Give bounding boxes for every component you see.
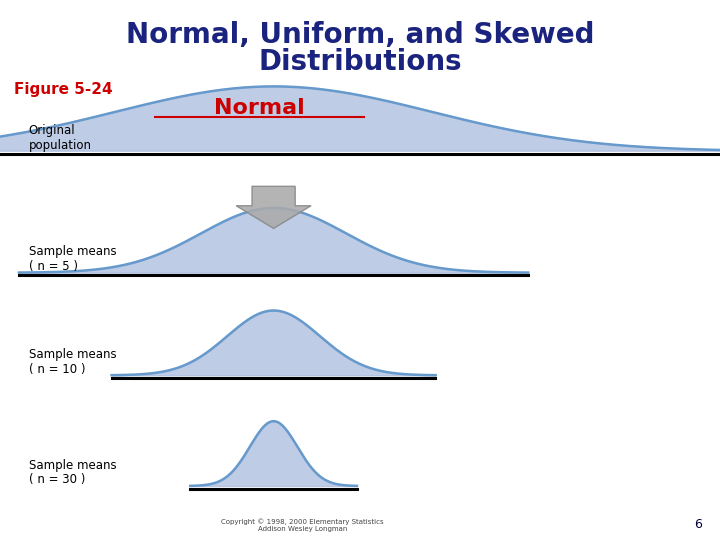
Text: 6: 6 [694,518,702,531]
Text: Sample means
( n = 5 ): Sample means ( n = 5 ) [29,245,117,273]
Text: Normal: Normal [214,98,305,118]
Text: Normal, Uniform, and Skewed: Normal, Uniform, and Skewed [126,21,594,49]
Text: Sample means
( n = 30 ): Sample means ( n = 30 ) [29,458,117,487]
Polygon shape [236,186,311,228]
Text: Distributions: Distributions [258,48,462,76]
Text: Copyright © 1998, 2000 Elementary Statistics
Addison Wesley Longman: Copyright © 1998, 2000 Elementary Statis… [221,518,384,532]
Text: Original
population: Original population [29,124,92,152]
Text: Sample means
( n = 10 ): Sample means ( n = 10 ) [29,348,117,376]
Text: Figure 5-24: Figure 5-24 [14,82,113,97]
